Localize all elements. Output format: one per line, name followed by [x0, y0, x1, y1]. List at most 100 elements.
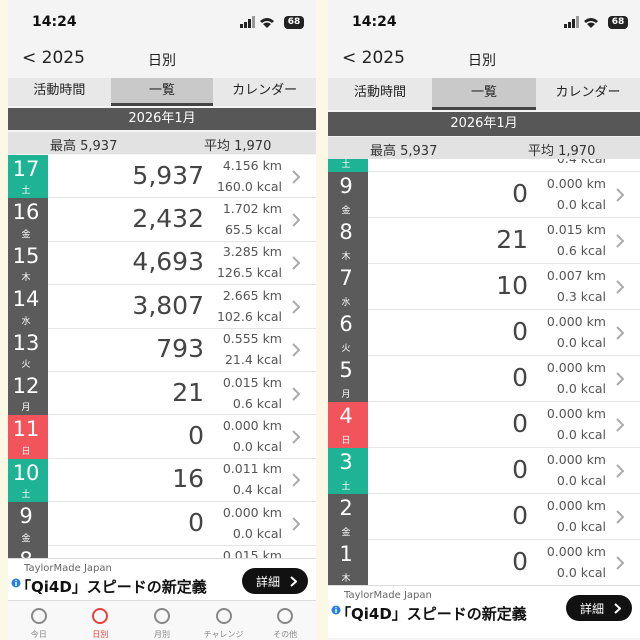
day-row[interactable]: 6 火 0 0.000 km 0.0 kcal [328, 310, 640, 356]
day-row[interactable]: 8 木 21 0.015 km 0.6 kcal [328, 218, 640, 264]
day-row[interactable]: 9 金 0 0.000 km 0.0 kcal [328, 172, 640, 218]
segment-tab[interactable]: 活動時間 [8, 78, 111, 106]
day-cell [328, 540, 368, 585]
day-row[interactable]: 14 水 3,807 2.665 km 102.6 kcal [8, 285, 316, 329]
day-cell [8, 372, 48, 416]
distance: 0.000 km [546, 406, 606, 421]
day-row[interactable]: 8 0.015 km [8, 545, 316, 558]
steps: 21 [172, 377, 204, 407]
ad-button[interactable]: 詳細 [566, 595, 632, 621]
calories: 126.5 kcal [216, 265, 282, 281]
day-row[interactable]: 1 木 0 0.000 km 0.0 kcal [328, 540, 640, 585]
calories: 0.0 kcal [556, 473, 606, 488]
chevron [616, 464, 624, 478]
steps: 3,807 [132, 290, 204, 320]
distance: 0.000 km [546, 360, 606, 375]
day-cell [8, 328, 48, 372]
tab-label[interactable]: その他 [273, 630, 298, 639]
day-list: 17 土 5,937 4.156 km 160.0 kcal 16 金 2,432 1.702 … [8, 155, 316, 558]
day-row[interactable]: 13 火 793 0.555 km 21.4 kcal [8, 328, 316, 372]
segment-tab[interactable]: 一覧 [432, 78, 536, 110]
distance: 0.007 km [546, 268, 606, 283]
day-row[interactable]: 16 金 2,432 1.702 km 65.5 kcal [8, 198, 316, 242]
day-row[interactable]: 10 土 16 0.011 km 0.4 kcal [8, 458, 316, 503]
weekday: 月 [341, 390, 351, 400]
tab-label[interactable]: チャレンジ [203, 630, 244, 639]
distance: 0.015 km [222, 548, 282, 558]
distance: 4.156 km [222, 157, 282, 173]
back-button[interactable]: < 2025 [342, 48, 405, 68]
day-cell [328, 494, 368, 540]
weekday: 金 [21, 533, 31, 544]
weekday: 土 [341, 160, 351, 170]
day-row[interactable]: 5 月 0 0.000 km 0.0 kcal [328, 356, 640, 402]
day-cell [328, 402, 368, 448]
chevron [292, 386, 300, 401]
steps: 0 [512, 363, 528, 392]
day-row[interactable]: 9 金 0 0.000 km 0.0 kcal [8, 502, 316, 546]
day-row[interactable]: 11 日 0 0.000 km 0.0 kcal [8, 415, 316, 459]
calories: 0.0 kcal [232, 525, 282, 541]
day-cell [8, 198, 48, 242]
calories: 0.0 kcal [556, 335, 606, 350]
day-row[interactable]: 4 日 0 0.000 km 0.0 kcal [328, 402, 640, 448]
steps: 4,693 [132, 247, 204, 277]
segment-tab[interactable]: 活動時間 [328, 78, 432, 110]
day-row[interactable]: 17 土 5,937 4.156 km 160.0 kcal [8, 155, 316, 199]
chevron [292, 430, 300, 444]
segment-tab[interactable]: カレンダー [213, 78, 316, 106]
chevron [616, 326, 624, 340]
phone-screen: 14:24 68 < 2025 日別 活動時間 一覧 カレンダー 2026年1月 最高 5,93… [328, 0, 640, 640]
segment-tab[interactable]: カレンダー [536, 78, 640, 110]
day-number: 16 [12, 200, 40, 225]
chevron [292, 256, 300, 271]
ad-button-label: 詳細 [256, 575, 281, 589]
distance: 1.702 km [222, 201, 282, 217]
status-time: 14:24 [352, 14, 397, 30]
tab-label[interactable]: 月別 [153, 630, 170, 639]
calories: 0.0 kcal [556, 427, 606, 442]
status-time: 14:24 [32, 14, 77, 30]
chevron [616, 510, 624, 524]
day-number: 8 [339, 220, 353, 244]
distance: 0.555 km [222, 331, 282, 347]
steps: 793 [156, 334, 204, 364]
weekday: 金 [21, 229, 31, 240]
chevron [292, 169, 300, 184]
day-number: 1 [339, 542, 353, 566]
tab-icon [92, 608, 109, 624]
calories: 0.4 kcal [232, 482, 282, 498]
ad-button[interactable]: 詳細 [242, 568, 308, 594]
segment-tab[interactable]: 一覧 [110, 78, 214, 106]
distance: 0.000 km [546, 544, 606, 559]
signal-wifi-icons [240, 16, 274, 28]
day-number: 9 [19, 504, 33, 529]
day-number: 8 [8, 548, 44, 558]
day-row[interactable]: 12 月 21 0.015 km 0.6 kcal [8, 372, 316, 416]
day-row[interactable]: 土 0.4 kcal [328, 159, 640, 172]
day-row[interactable]: 2 金 0 0.000 km 0.0 kcal [328, 494, 640, 540]
chevron [616, 188, 624, 202]
weekday: 木 [341, 574, 351, 584]
day-row[interactable]: 15 木 4,693 3.285 km 126.5 kcal [8, 241, 316, 286]
weekday: 土 [21, 186, 31, 197]
steps: 16 [172, 464, 204, 494]
distance: 0.000 km [222, 418, 282, 434]
nav-title: 日別 [148, 53, 176, 69]
day-number: 5 [339, 358, 353, 382]
day-row[interactable]: 7 水 10 0.007 km 0.3 kcal [328, 264, 640, 310]
tab-label[interactable]: 日別 [92, 630, 109, 639]
day-row[interactable]: 3 土 0 0.000 km 0.0 kcal [328, 448, 640, 494]
month-header: 2026年1月 [8, 108, 316, 130]
calories: 21.4 kcal [224, 352, 282, 368]
weekday: 火 [341, 344, 351, 354]
chevron [616, 234, 624, 248]
back-button[interactable]: < 2025 [22, 48, 85, 68]
ad-button-arrow [290, 576, 297, 587]
steps: 0 [512, 547, 528, 576]
tab-label[interactable]: 今日 [30, 630, 47, 639]
weekday: 水 [21, 316, 31, 327]
day-number: 13 [12, 330, 40, 355]
calories: 65.5 kcal [224, 222, 282, 238]
